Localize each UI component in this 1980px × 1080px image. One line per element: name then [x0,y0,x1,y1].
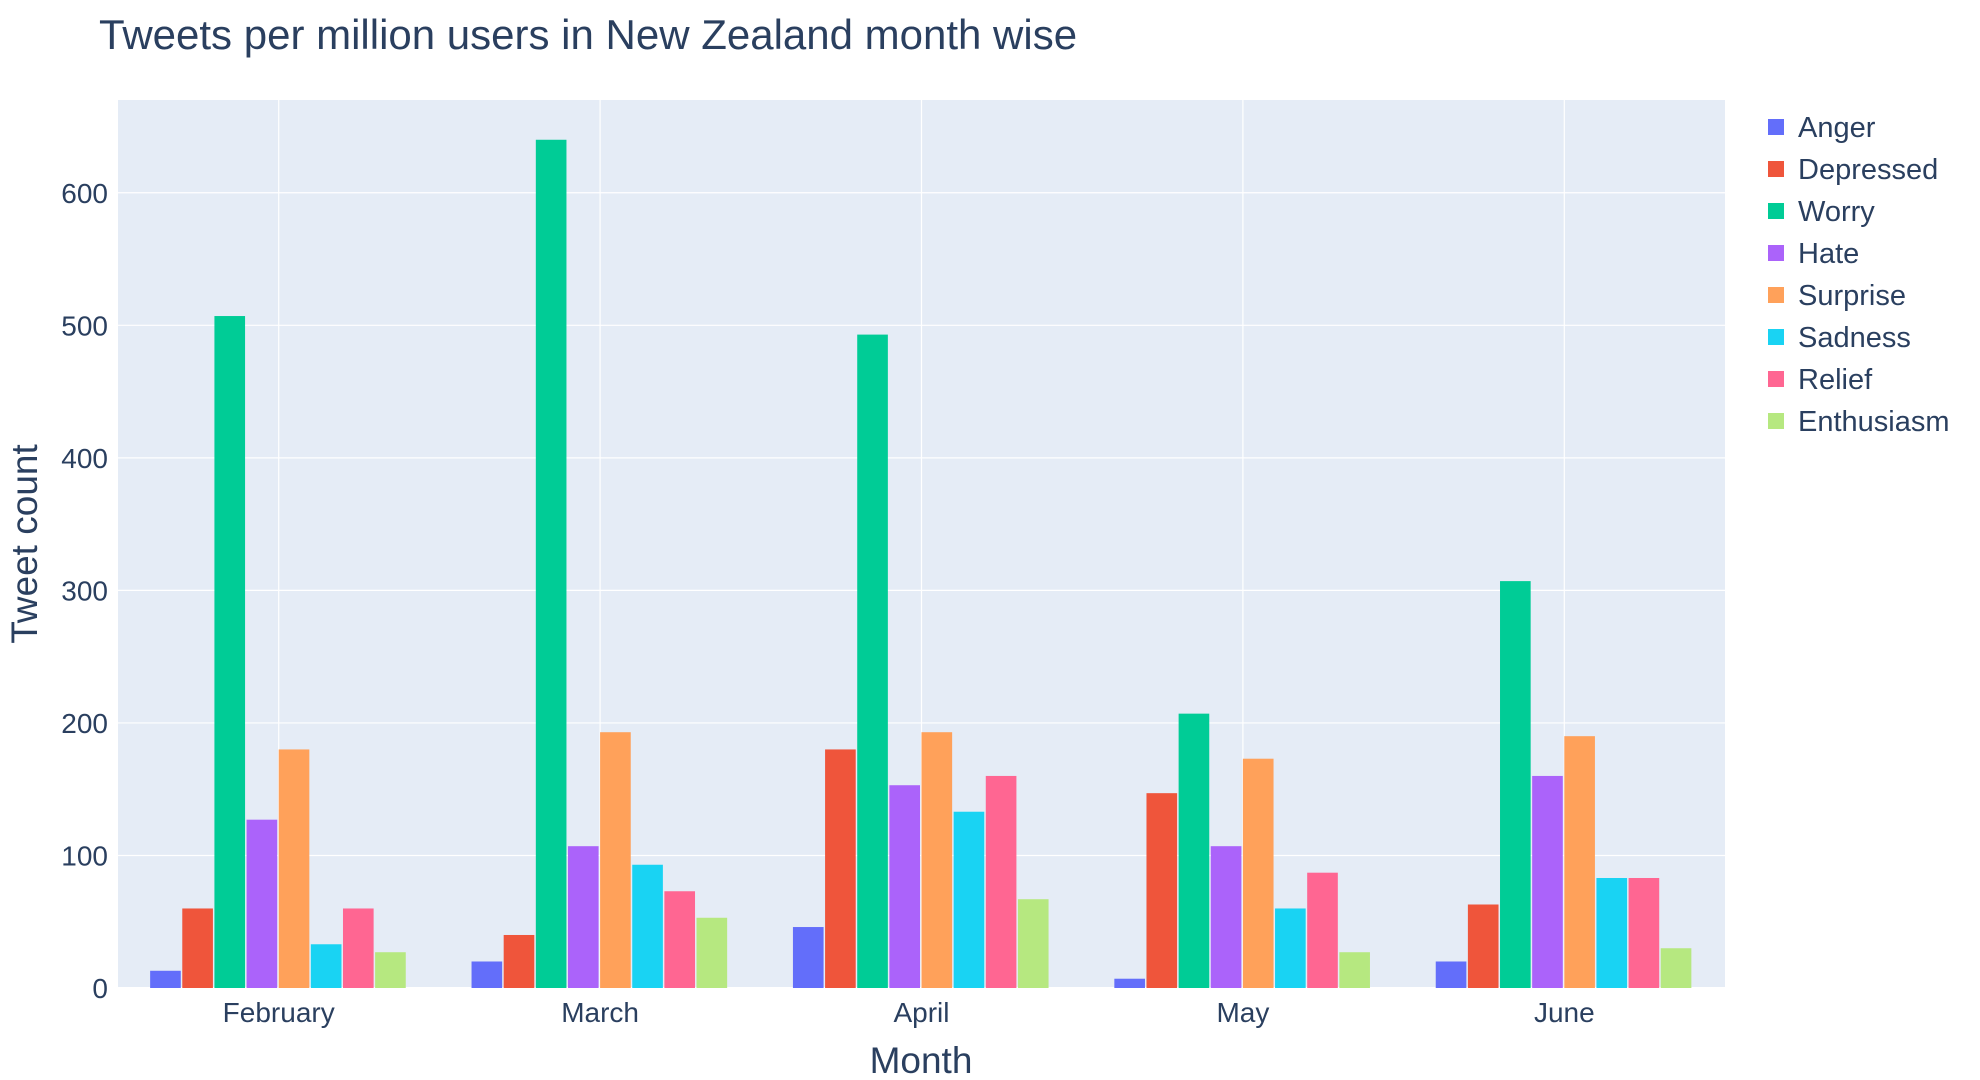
legend-label: Hate [1798,238,1859,270]
bar-hate-april[interactable] [889,785,920,988]
legend-label: Relief [1798,364,1873,396]
legend-swatch [1768,287,1784,303]
x-tick-label: May [1216,997,1269,1028]
x-tick-label: June [1534,997,1595,1028]
bar-anger-february[interactable] [150,970,181,988]
bar-sadness-june[interactable] [1596,877,1628,988]
legend-swatch [1768,203,1784,219]
bar-relief-march[interactable] [664,891,696,988]
bar-enthusiasm-march[interactable] [696,917,728,988]
y-tick-label: 300 [61,575,108,606]
bar-worry-march[interactable] [535,139,567,988]
bar-sadness-february[interactable] [310,944,342,988]
legend-swatch [1768,161,1784,177]
bar-depressed-may[interactable] [1146,793,1178,988]
legend-label: Sadness [1798,322,1911,354]
legend-label: Worry [1798,196,1875,228]
bar-relief-april[interactable] [985,775,1017,988]
bar-depressed-march[interactable] [503,934,535,988]
bar-enthusiasm-april[interactable] [1017,899,1049,988]
bar-enthusiasm-may[interactable] [1339,952,1370,988]
y-tick-label: 200 [61,708,108,739]
legend-item-surprise[interactable]: Surprise [1768,280,1906,312]
legend-item-worry[interactable]: Worry [1768,196,1875,228]
legend-item-depressed[interactable]: Depressed [1768,154,1938,186]
x-tick-label: April [893,997,949,1028]
bar-surprise-february[interactable] [278,749,310,988]
x-tick-label: March [561,997,639,1028]
legend-swatch [1768,413,1784,429]
bar-enthusiasm-february[interactable] [375,952,406,988]
bar-worry-june[interactable] [1500,581,1531,988]
y-tick-label: 600 [61,178,108,209]
y-tick-label: 400 [61,443,108,474]
legend-item-relief[interactable]: Relief [1768,364,1873,396]
bar-relief-may[interactable] [1307,872,1338,988]
bar-worry-may[interactable] [1178,713,1210,988]
legend-label: Depressed [1798,154,1938,186]
bar-enthusiasm-june[interactable] [1660,948,1692,988]
bar-anger-june[interactable] [1435,961,1467,988]
chart-title: Tweets per million users in New Zealand … [99,11,1077,58]
legend-swatch [1768,119,1784,135]
legend-label: Enthusiasm [1798,406,1950,438]
bar-worry-april[interactable] [857,334,888,988]
legend-item-anger[interactable]: Anger [1768,112,1876,144]
bar-depressed-february[interactable] [182,908,213,988]
bar-surprise-june[interactable] [1564,736,1595,988]
bar-depressed-april[interactable] [825,749,856,988]
y-tick-label: 500 [61,310,108,341]
bar-anger-march[interactable] [471,961,503,988]
bar-surprise-april[interactable] [921,732,953,988]
legend-item-sadness[interactable]: Sadness [1768,322,1911,354]
bar-sadness-april[interactable] [953,811,985,988]
bar-hate-june[interactable] [1532,775,1563,988]
legend[interactable]: Anger Depressed Worry Hate Surprise Sadness Re… [1768,112,1950,438]
bar-depressed-june[interactable] [1467,904,1499,988]
bar-relief-february[interactable] [342,908,374,988]
y-axis-title: Tweet count [4,444,45,644]
legend-swatch [1768,245,1784,261]
x-axis-title: Month [870,1040,973,1080]
x-axis-ticks: February March April May June [223,997,1595,1028]
bar-surprise-march[interactable] [600,732,631,988]
bar-surprise-may[interactable] [1242,758,1274,988]
bar-sadness-march[interactable] [632,864,663,988]
bar-hate-may[interactable] [1210,846,1242,988]
bar-sadness-may[interactable] [1275,908,1306,988]
legend-label: Surprise [1798,280,1906,312]
x-tick-label: February [223,997,335,1028]
bar-anger-april[interactable] [792,927,824,988]
y-axis-ticks: 0 100 200 300 400 500 600 [61,178,108,1004]
legend-label: Anger [1798,112,1876,144]
bars [150,139,1692,988]
y-tick-label: 0 [92,973,108,1004]
bar-worry-february[interactable] [214,316,246,988]
legend-item-hate[interactable]: Hate [1768,238,1859,270]
legend-swatch [1768,371,1784,387]
bar-hate-february[interactable] [246,819,278,988]
y-tick-label: 100 [61,840,108,871]
bar-hate-march[interactable] [567,846,599,988]
bar-relief-june[interactable] [1628,877,1660,988]
bar-anger-may[interactable] [1114,978,1145,988]
legend-item-enthusiasm[interactable]: Enthusiasm [1768,406,1950,438]
legend-swatch [1768,329,1784,345]
